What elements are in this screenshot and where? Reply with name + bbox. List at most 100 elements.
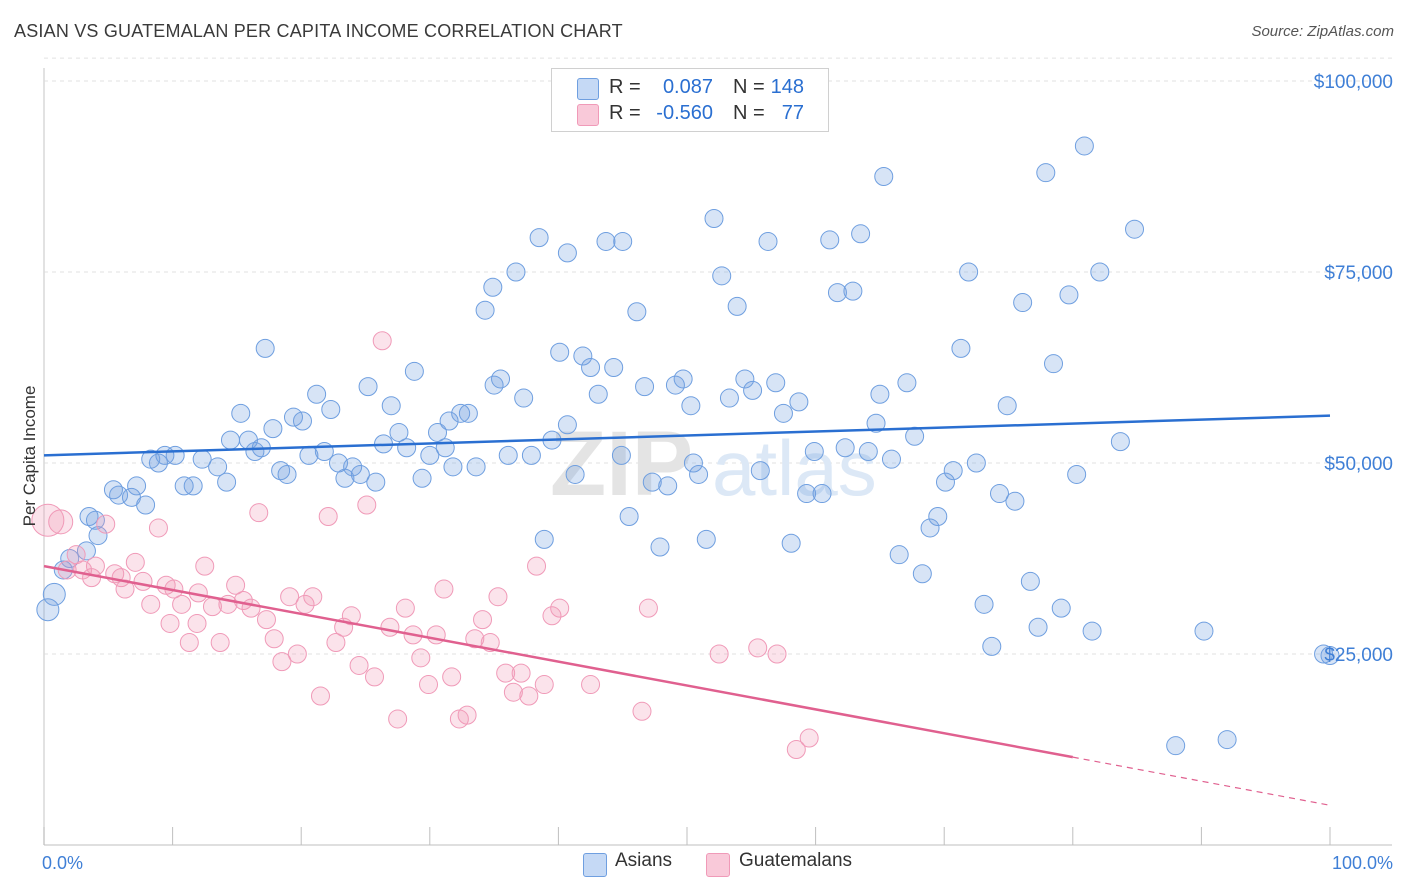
chart-source: Source: ZipAtlas.com: [1251, 23, 1394, 40]
x-label-left: 0.0%: [42, 853, 83, 873]
asian-point-112: [905, 426, 925, 446]
asian-point-42: [366, 472, 386, 492]
asian-point-63: [529, 228, 549, 248]
asian-point-60: [506, 262, 526, 282]
legend-n-value-1: 148: [770, 76, 804, 98]
asian-point-149: [439, 411, 459, 431]
x-label-right: 100.0%: [1332, 853, 1393, 873]
asian-point-105: [851, 224, 871, 244]
asian-point-96: [781, 533, 801, 553]
asian-point-114: [920, 518, 940, 538]
asian-point-71: [588, 384, 608, 404]
guatemalan-point-38: [357, 495, 377, 515]
asian-point-141: [1217, 730, 1237, 750]
asian-point-36: [321, 400, 341, 420]
guatemalan-point-68: [748, 638, 768, 658]
asian-point-137: [1110, 432, 1130, 452]
guatemalan-point-42: [388, 709, 408, 729]
guatemalan-point-41: [380, 617, 400, 637]
asian-point-118: [951, 338, 971, 358]
guatemalan-point-58: [511, 663, 531, 683]
legend-n-label-2: N =: [733, 102, 765, 124]
asian-point-102: [827, 283, 847, 303]
guatemalan-point-34: [326, 633, 346, 653]
asian-point-104: [843, 281, 863, 301]
asian-point-39: [343, 457, 363, 477]
guatemalan-point-5: [96, 514, 116, 534]
asian-point-20: [208, 457, 228, 477]
asian-point-127: [1020, 571, 1040, 591]
asian-point-78: [642, 472, 662, 492]
guatemalan-point-65: [632, 701, 652, 721]
asian-point-54: [458, 403, 478, 423]
asian-point-92: [750, 461, 770, 481]
guatemalan-point-45: [411, 648, 431, 668]
y-axis-label: Per Capita Income: [20, 386, 39, 527]
asian-point-59: [498, 445, 518, 465]
asian-point-113: [912, 564, 932, 584]
asian-point-80: [658, 476, 678, 496]
asian-point-130: [1044, 354, 1064, 374]
guatemalan-point-75: [160, 613, 180, 633]
asian-point-124: [997, 396, 1017, 416]
chart-title: ASIAN VS GUATEMALAN PER CAPITA INCOME CO…: [14, 21, 623, 41]
asian-point-98: [797, 484, 817, 504]
guatemalan-point-29: [287, 644, 307, 664]
guatemalan-point-67: [709, 644, 729, 664]
asian-point-49: [420, 445, 440, 465]
asian-point-69: [573, 346, 593, 366]
y-tick-label-2: $75,000: [1324, 263, 1393, 284]
trend-lines: [43, 414, 1331, 806]
guatemalan-point-19: [210, 633, 230, 653]
asian-point-108: [874, 167, 894, 186]
asian-point-75: [619, 506, 639, 526]
asian-point-70: [581, 358, 601, 377]
asian-point-46: [397, 438, 417, 458]
guatemalan-point-48: [434, 579, 454, 599]
asian-point-32: [292, 411, 312, 431]
asian-point-55: [466, 457, 486, 477]
guatemalan-point-63: [550, 598, 570, 618]
asian-point-142: [1314, 644, 1334, 664]
asian-point-56: [475, 300, 495, 320]
guatemalan-point-53: [473, 610, 493, 630]
guatemalan-point-11: [148, 518, 168, 538]
asian-point-14: [148, 453, 168, 473]
asian-point-131: [1051, 598, 1071, 618]
asian-point-134: [1074, 136, 1094, 156]
guatemalan-point-51: [457, 705, 477, 725]
asian-point-30: [277, 464, 297, 484]
asian-point-21: [217, 472, 237, 492]
guatemalan-point-1: [48, 509, 74, 535]
asian-point-51: [435, 438, 455, 458]
guatemalans-points: [31, 331, 819, 759]
asian-point-27: [255, 338, 275, 358]
guatemalan-point-71: [799, 728, 819, 748]
legend-r-value-2: -0.560: [656, 102, 713, 124]
asian-point-100: [812, 484, 832, 504]
asian-point-126: [1013, 293, 1033, 313]
asian-point-84: [689, 464, 709, 484]
asian-point-86: [704, 209, 724, 229]
guatemalan-point-73: [85, 556, 105, 576]
guatemalan-point-10: [141, 594, 161, 614]
legend-box: R = 0.087 N = 148 R = -0.560 N = 77: [551, 68, 829, 132]
guatemalan-point-16: [187, 613, 207, 633]
x-axis-ticks: [43, 827, 1331, 845]
asian-point-68: [565, 464, 585, 484]
asians-trend-line: [43, 414, 1331, 457]
asian-point-18: [183, 476, 203, 496]
asian-point-143: [1320, 646, 1340, 666]
asian-point-135: [1082, 621, 1102, 641]
asian-point-48: [412, 468, 432, 488]
asian-point-5: [88, 526, 108, 546]
guatemalan-point-57: [503, 682, 523, 702]
asian-point-22: [220, 430, 240, 450]
asian-point-81: [665, 375, 685, 395]
guatemalan-point-26: [264, 629, 284, 649]
guatemalan-point-52: [465, 629, 485, 649]
legend-swatch-guatemalans: [577, 104, 599, 126]
guatemalan-point-9: [133, 571, 153, 591]
asian-point-45: [389, 422, 409, 442]
